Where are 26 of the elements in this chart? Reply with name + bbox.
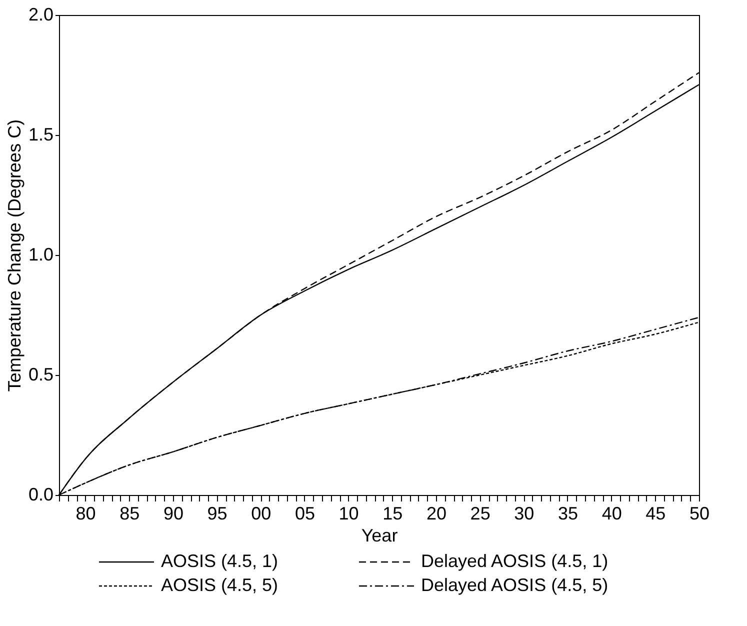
x-tick-label: 25 (470, 504, 490, 524)
x-tick-label: 90 (163, 504, 184, 524)
x-tick-label: 10 (338, 504, 359, 524)
x-tick-label: 20 (426, 504, 446, 524)
y-tick-label: 1.0 (28, 244, 54, 264)
legend-label: Delayed AOSIS (4.5, 5) (421, 575, 608, 595)
y-tick-label: 0.0 (28, 484, 54, 504)
y-tick-label: 1.5 (28, 124, 54, 144)
x-tick-label: 45 (646, 504, 666, 524)
y-tick-label: 0.5 (28, 364, 54, 384)
legend-label: AOSIS (4.5, 1) (161, 551, 278, 571)
x-tick-label: 05 (294, 504, 315, 524)
x-tick-label: 00 (251, 504, 272, 524)
x-axis-title: Year (361, 526, 398, 546)
legend-label: Delayed AOSIS (4.5, 1) (421, 551, 608, 571)
x-tick-label: 80 (76, 504, 96, 524)
y-axis-title: Temperature Change (Degrees C) (4, 119, 24, 392)
x-tick-label: 40 (602, 504, 622, 524)
x-tick-label: 35 (558, 504, 578, 524)
x-tick-label: 95 (207, 504, 228, 524)
x-tick-label: 15 (382, 504, 403, 524)
x-tick-label: 30 (514, 504, 534, 524)
y-tick-label: 2.0 (28, 4, 54, 24)
legend-label: AOSIS (4.5, 5) (161, 575, 278, 595)
x-tick-label: 50 (689, 504, 710, 524)
x-tick-label: 85 (120, 504, 140, 524)
